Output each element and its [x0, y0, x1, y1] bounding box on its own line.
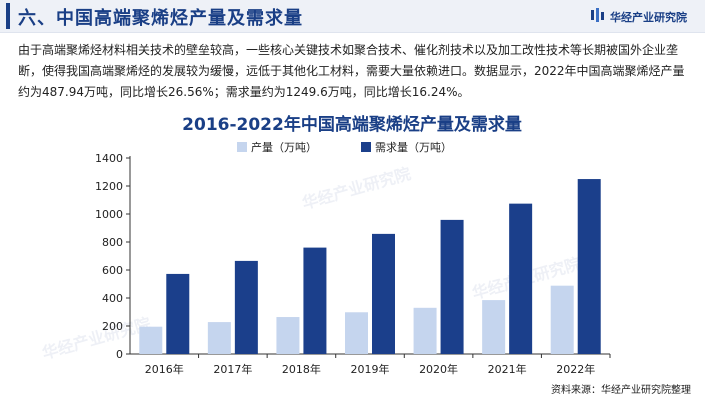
- brand: 华经产业研究院: [591, 8, 687, 25]
- bar-demand: [166, 273, 190, 354]
- brand-logo-icon: [591, 8, 605, 25]
- x-tick-label: 2018年: [282, 362, 321, 376]
- y-tick-label: 1000: [95, 208, 123, 221]
- x-tick-label: 2020年: [419, 362, 458, 376]
- y-tick-label: 400: [102, 292, 123, 305]
- source-note: 资料来源：华经产业研究院整理: [551, 385, 691, 396]
- bar-production: [276, 317, 300, 354]
- legend-label: 需求量（万吨）: [375, 141, 452, 154]
- intro-paragraph: 由于高端聚烯烃材料相关技术的壁垒较高，一些核心关键技术如聚合技术、催化剂技术以及…: [18, 43, 685, 99]
- legend-label: 产量（万吨）: [251, 140, 317, 154]
- bar-demand: [303, 247, 327, 354]
- chart-title: 2016-2022年中国高端聚烯烃产量及需求量: [182, 114, 522, 135]
- bar-demand: [372, 233, 395, 354]
- bar-demand: [440, 219, 464, 354]
- bar-production: [550, 285, 574, 354]
- legend-swatch: [237, 142, 247, 152]
- bar-production: [207, 322, 231, 354]
- bar-production: [482, 300, 506, 354]
- y-tick-label: 600: [102, 264, 123, 277]
- legend-swatch: [361, 142, 371, 152]
- header-bar: 六、中国高端聚烯烃产量及需求量 华经产业研究院: [0, 0, 705, 33]
- y-tick-label: 1200: [95, 180, 123, 193]
- y-tick-label: 1400: [95, 152, 123, 165]
- x-tick-label: 2021年: [488, 362, 527, 376]
- y-tick-label: 200: [102, 320, 123, 333]
- bar-production: [139, 326, 163, 354]
- bar-production: [413, 307, 437, 354]
- bar-demand: [577, 179, 601, 354]
- bar-demand: [234, 260, 258, 354]
- x-tick-label: 2019年: [351, 362, 390, 376]
- x-tick-label: 2022年: [556, 362, 595, 376]
- y-tick-label: 800: [102, 236, 123, 249]
- title-accent: [6, 3, 10, 29]
- bar-demand: [509, 203, 533, 354]
- page-title: 六、中国高端聚烯烃产量及需求量: [18, 8, 303, 29]
- brand-name: 华经产业研究院: [610, 10, 687, 24]
- x-tick-label: 2016年: [145, 362, 184, 376]
- bar-production: [345, 312, 368, 354]
- y-tick-label: 0: [116, 348, 123, 361]
- x-tick-label: 2017年: [213, 362, 252, 376]
